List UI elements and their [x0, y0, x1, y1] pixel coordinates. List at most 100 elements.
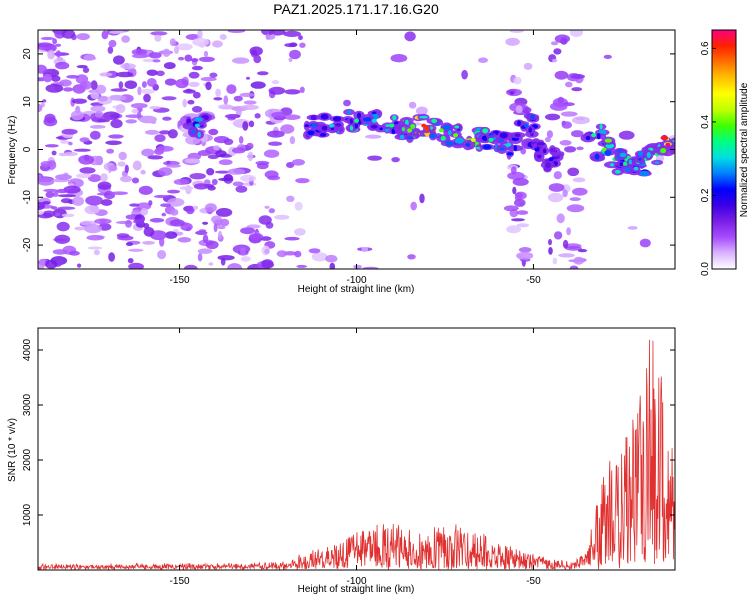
- spectrogram-noise-cell: [138, 185, 153, 195]
- spectrogram-noise-cell: [179, 186, 194, 191]
- spectrogram-noise-cell: [254, 113, 261, 119]
- spectrogram-noise-cell: [124, 80, 138, 89]
- spectrogram-noise-cell: [223, 138, 234, 145]
- spectrogram-noise-cell: [246, 76, 250, 80]
- spectrogram-signal-cell: [392, 115, 397, 121]
- spectrogram-noise-cell: [165, 231, 178, 239]
- spectrogram-noise-cell: [206, 168, 215, 176]
- spectrogram-noise-cell: [101, 30, 109, 40]
- spectrogram-signal-peak: [534, 147, 540, 152]
- spectrogram-noise-cell: [550, 41, 559, 46]
- spectrogram-noise-cell: [124, 164, 129, 174]
- spectrogram-signal-cell: [465, 143, 471, 147]
- spectrogram-noise-cell: [218, 177, 234, 182]
- spectrogram-noise-cell: [148, 52, 162, 59]
- spectrogram-signal-cell: [442, 125, 451, 130]
- spectrogram-noise-cell: [163, 62, 176, 70]
- spectrogram-signal-cell: [347, 109, 351, 115]
- spectrogram-noise-cell: [257, 71, 269, 76]
- spectrogram-noise-cell: [256, 162, 269, 170]
- spectrogram-noise-cell: [233, 95, 243, 102]
- spectrogram-signal-cell: [310, 114, 317, 121]
- spectrogram-noise-cell: [268, 141, 283, 146]
- spectrogram-noise-cell: [213, 97, 223, 101]
- spectrogram-noise-cell: [55, 61, 70, 70]
- spectrogram-noise-cell: [280, 124, 295, 134]
- spectrogram-noise-cell: [250, 81, 266, 89]
- spectrogram-noise-cell: [59, 140, 71, 144]
- colorbar-label: Normalized spectral amplitude: [739, 82, 750, 217]
- spectrogram-noise-cell: [149, 106, 161, 110]
- spectrogram-noise-cell: [94, 218, 112, 225]
- spectrogram-noise-cell: [82, 67, 90, 73]
- spectrogram-signal-cell: [447, 130, 452, 136]
- spectrogram-signal-cell: [445, 141, 454, 146]
- spectrogram-noise-cell: [552, 58, 558, 63]
- spectrogram-noise-cell: [554, 70, 569, 80]
- spectrogram-noise-cell: [190, 58, 199, 63]
- spectrogram-noise-cell: [188, 81, 200, 87]
- spectrogram-noise-cell: [553, 231, 563, 240]
- spectrogram-noise-cell: [559, 140, 572, 146]
- spectrogram-noise-cell: [129, 203, 140, 207]
- spectrogram-signal-cell: [410, 124, 416, 130]
- spectrogram-y-tick-label: -20: [22, 237, 33, 252]
- spectrogram-noise-cell: [566, 227, 571, 236]
- spectrogram-noise-cell: [325, 254, 338, 263]
- spectrogram-noise-cell: [276, 250, 288, 258]
- spectrogram-noise-cell: [215, 207, 233, 217]
- snr-x-label: Height of straight line (km): [298, 584, 415, 595]
- spectrogram-cells: [38, 30, 675, 269]
- spectrogram-noise-cell: [518, 247, 532, 253]
- spectrogram-noise-cell: [154, 34, 162, 42]
- spectrogram-noise-cell: [158, 130, 171, 135]
- spectrogram-noise-cell: [557, 96, 565, 104]
- spectrogram-noise-cell: [192, 91, 201, 99]
- spectrogram-noise-cell: [263, 149, 280, 158]
- spectrogram-noise-cell: [560, 111, 578, 117]
- spectrogram-noise-cell: [45, 259, 58, 269]
- spectrogram-x-tick-label: -50: [526, 275, 541, 286]
- spectrogram-signal-cell: [625, 167, 631, 173]
- colorbar-tick-label: 0.6: [700, 41, 711, 55]
- spectrogram-noise-cell: [90, 92, 100, 100]
- spectrogram-noise-cell: [226, 84, 237, 94]
- spectrogram-noise-cell: [242, 121, 249, 131]
- spectrogram-noise-cell: [570, 74, 585, 79]
- spectrogram-noise-cell: [197, 150, 212, 156]
- spectrogram-signal-cell: [320, 113, 329, 120]
- spectrogram-signal-cell: [542, 148, 547, 154]
- spectrogram-noise-cell: [461, 69, 468, 80]
- spectrogram-signal-cell: [514, 133, 521, 138]
- spectrogram-noise-cell: [268, 208, 275, 214]
- spectrogram-noise-cell: [38, 64, 47, 74]
- spectrogram-noise-cell: [113, 55, 125, 65]
- spectrogram-signal-cell: [401, 127, 405, 132]
- spectrogram-noise-cell: [509, 30, 524, 33]
- spectrogram-noise-cell: [227, 30, 246, 33]
- spectrogram-noise-cell: [58, 152, 67, 157]
- spectrogram-noise-cell: [118, 81, 124, 89]
- spectrogram-signal-cell: [499, 147, 505, 151]
- spectrogram-noise-cell: [365, 134, 382, 139]
- spectrogram-noise-cell: [55, 43, 62, 47]
- spectrogram-noise-cell: [407, 254, 416, 260]
- spectrogram-noise-cell: [72, 98, 87, 104]
- spectrogram-noise-cell: [215, 150, 227, 158]
- spectrogram-noise-cell: [284, 89, 301, 95]
- spectrogram-noise-cell: [167, 197, 185, 207]
- spectrogram-noise-cell: [215, 170, 231, 174]
- spectrogram-noise-cell: [121, 35, 130, 43]
- spectrogram-signal-cell: [370, 124, 378, 129]
- spectrogram-signal-cell: [604, 150, 612, 156]
- spectrogram-noise-cell: [202, 221, 209, 225]
- spectrogram-noise-cell: [391, 157, 400, 163]
- spectrogram-noise-cell: [572, 177, 586, 183]
- spectrogram-noise-cell: [298, 35, 303, 41]
- spectrogram-noise-cell: [232, 147, 246, 154]
- spectrogram-noise-cell: [63, 87, 74, 92]
- spectrogram-signal-cell: [332, 116, 342, 122]
- spectrogram-signal-cell: [321, 125, 329, 131]
- spectrogram-noise-cell: [565, 246, 582, 251]
- spectrogram-noise-cell: [57, 194, 76, 198]
